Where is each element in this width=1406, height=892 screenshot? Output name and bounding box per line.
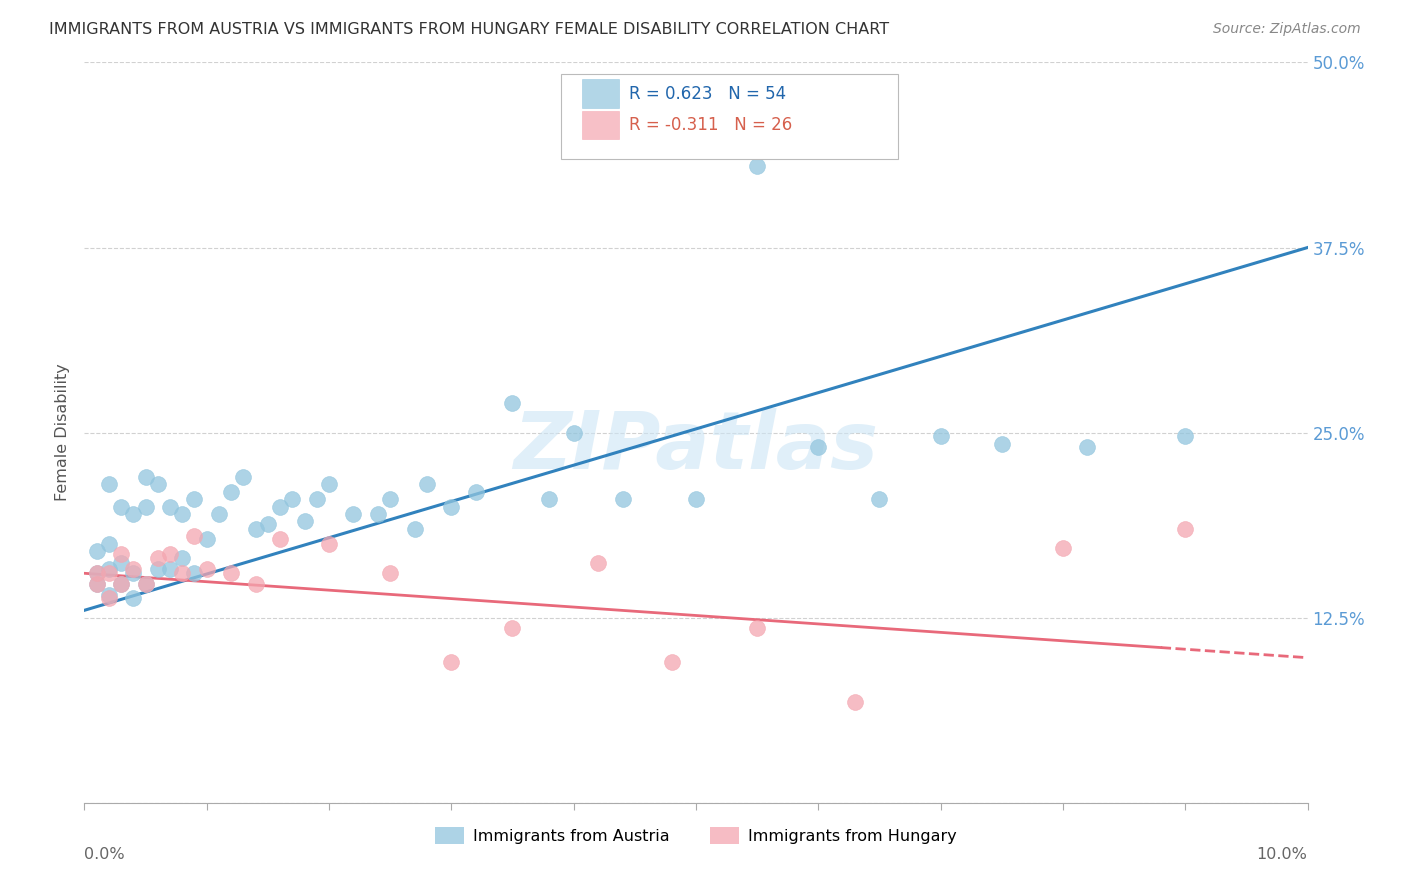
Point xyxy=(245,522,267,536)
Point xyxy=(195,533,218,547)
Point xyxy=(380,492,402,507)
Text: R = 0.623   N = 54: R = 0.623 N = 54 xyxy=(628,85,786,103)
Point xyxy=(404,522,426,536)
Point xyxy=(110,547,132,561)
Point xyxy=(318,536,340,550)
Point xyxy=(342,507,364,521)
Point xyxy=(844,695,866,709)
Point xyxy=(586,556,609,570)
Point xyxy=(208,507,231,521)
Point xyxy=(97,562,120,576)
Point xyxy=(110,556,132,570)
Point xyxy=(135,576,157,591)
Point xyxy=(562,425,585,440)
Text: R = -0.311   N = 26: R = -0.311 N = 26 xyxy=(628,116,792,134)
Point xyxy=(135,470,157,484)
Point xyxy=(1174,428,1197,442)
Point xyxy=(86,576,108,591)
Point xyxy=(538,492,561,507)
Point xyxy=(219,566,242,581)
Point xyxy=(172,507,194,521)
Point xyxy=(991,437,1014,451)
Point xyxy=(159,500,181,514)
Point xyxy=(146,551,169,566)
Point xyxy=(1076,441,1098,455)
Point xyxy=(269,533,291,547)
FancyBboxPatch shape xyxy=(582,79,619,108)
Point xyxy=(245,576,267,591)
Point xyxy=(110,500,132,514)
Point xyxy=(172,551,194,566)
Point xyxy=(97,566,120,581)
Point xyxy=(416,477,439,491)
Legend: Immigrants from Austria, Immigrants from Hungary: Immigrants from Austria, Immigrants from… xyxy=(429,821,963,850)
Point xyxy=(929,428,952,442)
Point xyxy=(219,484,242,499)
Point xyxy=(380,566,402,581)
Point xyxy=(110,576,132,591)
Point xyxy=(305,492,328,507)
Point xyxy=(807,441,830,455)
Point xyxy=(159,547,181,561)
Point xyxy=(183,529,205,543)
Point xyxy=(612,492,634,507)
Text: 10.0%: 10.0% xyxy=(1257,847,1308,863)
Point xyxy=(97,477,120,491)
Point xyxy=(869,492,891,507)
Text: Source: ZipAtlas.com: Source: ZipAtlas.com xyxy=(1213,22,1361,37)
Point xyxy=(86,566,108,581)
Y-axis label: Female Disability: Female Disability xyxy=(55,364,70,501)
Text: ZIPatlas: ZIPatlas xyxy=(513,409,879,486)
Point xyxy=(122,591,145,606)
Point xyxy=(97,589,120,603)
Point xyxy=(172,566,194,581)
FancyBboxPatch shape xyxy=(582,111,619,138)
Point xyxy=(195,562,218,576)
Point xyxy=(464,484,486,499)
Point xyxy=(661,655,683,669)
Point xyxy=(502,396,524,410)
Point xyxy=(159,562,181,576)
Point xyxy=(122,507,145,521)
FancyBboxPatch shape xyxy=(561,73,898,159)
Point xyxy=(502,621,524,635)
Point xyxy=(97,536,120,550)
Point xyxy=(232,470,254,484)
Point xyxy=(281,492,304,507)
Point xyxy=(146,477,169,491)
Point xyxy=(86,566,108,581)
Point xyxy=(318,477,340,491)
Point xyxy=(747,621,769,635)
Point xyxy=(257,517,280,532)
Point xyxy=(747,159,769,173)
Point xyxy=(135,500,157,514)
Point xyxy=(122,562,145,576)
Point xyxy=(685,492,707,507)
Point xyxy=(294,515,316,529)
Text: IMMIGRANTS FROM AUSTRIA VS IMMIGRANTS FROM HUNGARY FEMALE DISABILITY CORRELATION: IMMIGRANTS FROM AUSTRIA VS IMMIGRANTS FR… xyxy=(49,22,890,37)
Point xyxy=(183,566,205,581)
Point xyxy=(440,500,463,514)
Point xyxy=(86,576,108,591)
Point xyxy=(97,591,120,606)
Point xyxy=(183,492,205,507)
Point xyxy=(367,507,389,521)
Point xyxy=(440,655,463,669)
Point xyxy=(135,576,157,591)
Point xyxy=(86,544,108,558)
Point xyxy=(1174,522,1197,536)
Text: 0.0%: 0.0% xyxy=(84,847,125,863)
Point xyxy=(146,562,169,576)
Point xyxy=(122,566,145,581)
Point xyxy=(269,500,291,514)
Point xyxy=(110,576,132,591)
Point xyxy=(1052,541,1074,555)
